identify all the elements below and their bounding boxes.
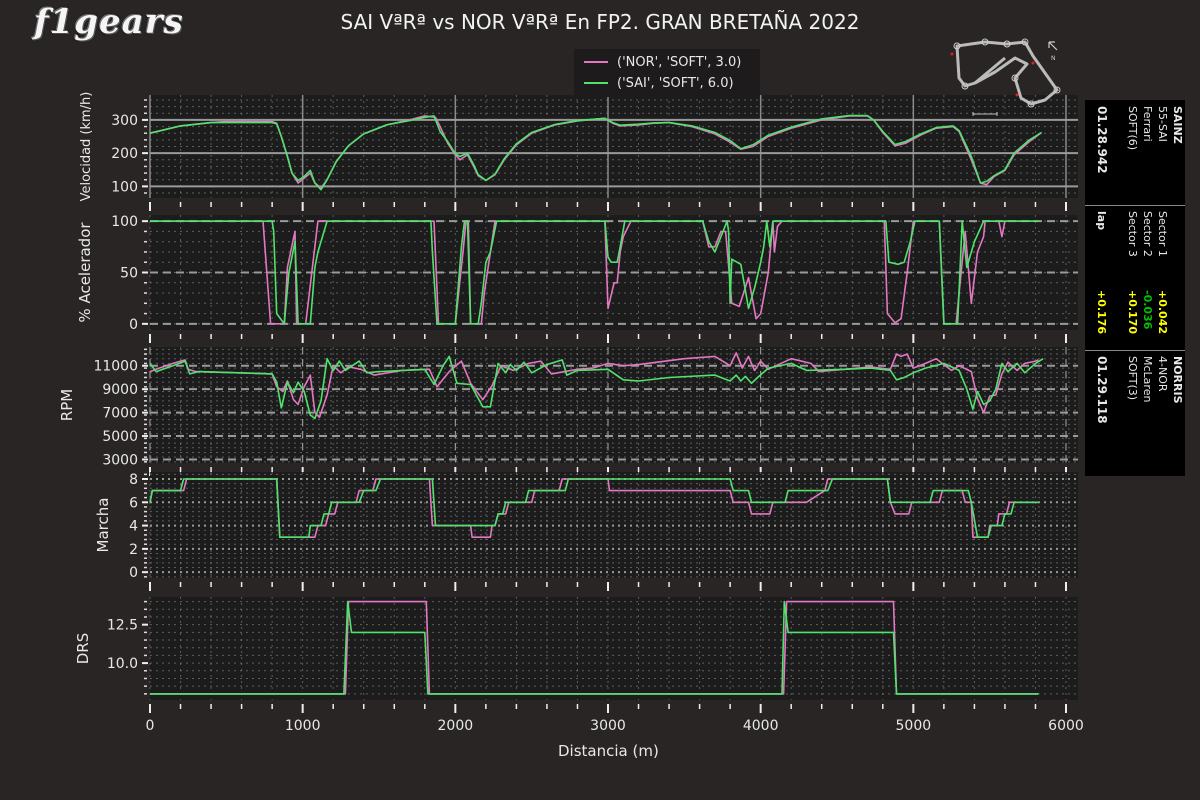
x-tick-label: 6000 [1048,718,1084,734]
north-arrow-icon [1048,41,1058,51]
svg-text:6: 6 [129,495,138,511]
rpm-panel: 3000 5000 7000 9000 11000 RPM [58,347,1078,476]
rpm-line-sai [149,355,1044,420]
svg-text:N: N [1051,55,1056,62]
lap-delta: +0.176 [1095,290,1108,335]
svg-text:200: 200 [111,146,138,162]
chart-title: SAI VªRª vs NOR VªRª En FP2. GRAN BRETAÑ… [340,10,860,34]
throttle-ylabel: % Acelerador [76,222,94,323]
svg-text:11000: 11000 [93,359,138,375]
lap-label: lap [1095,211,1108,231]
gear-line-nor [149,478,1039,539]
driver1-tyre: SOFT(6) [1126,106,1139,151]
driver2-name: NORRIS [1171,356,1184,404]
driver2-code: 4-NOR [1156,356,1169,392]
svg-text:7000: 7000 [102,406,138,422]
svg-text:12.5: 12.5 [107,618,138,634]
f1gears-logo: f1gears [34,2,205,42]
legend-swatch-green [584,82,608,84]
throttle-line-sai [150,220,1039,325]
rpm-line-nor [149,352,1039,419]
svg-text:0: 0 [129,317,138,333]
gear-line-sai [149,478,1039,539]
svg-text:100: 100 [111,214,138,230]
drs-line-sai [150,600,1039,695]
rpm-ylabel: RPM [58,389,76,421]
chart-legend: ('NOR', 'SOFT', 3.0) ('SAI', 'SOFT', 6.0… [574,49,760,97]
driver1-lap-time: 01.28.942 [1095,106,1109,174]
svg-text:2: 2 [129,542,138,558]
svg-text:300: 300 [111,113,138,129]
gear-panel: 0 2 4 6 8 Marcha [94,472,1078,591]
x-tick-label: 4000 [743,718,779,734]
driver1-name: SAINZ [1171,106,1184,144]
gear-ylabel: Marcha [94,498,112,553]
throttle-panel: 0 50 100 % Acelerador [76,214,1078,343]
svg-text:8: 8 [129,472,138,488]
x-tick-label: 3000 [590,718,626,734]
driver2-lap-time: 01.29.118 [1095,356,1109,424]
svg-text:3000: 3000 [102,452,138,468]
sector1-label: Sector 1 [1156,211,1169,257]
speed-ylabel: Velocidad (km/h) [79,92,94,202]
speed-panel: 100 200 300 Velocidad (km/h) [79,92,1078,211]
x-tick-label: 1000 [285,718,321,734]
svg-text:9000: 9000 [102,382,138,398]
divider [1085,205,1185,206]
x-tick-label: 2000 [438,718,474,734]
drs-panel: 10.0 12.5 DRS [74,597,1078,713]
sector2-delta: -0.036 [1141,290,1154,330]
drs-ylabel: DRS [74,633,92,665]
svg-text:10.0: 10.0 [107,656,138,672]
sector2-label: Sector 2 [1141,211,1154,257]
sector3-delta: +0.170 [1126,290,1139,335]
x-tick-label: 5000 [896,718,932,734]
driver1-code: 55-SAI [1156,106,1169,142]
svg-text:100: 100 [111,179,138,195]
legend-item-nor: ('NOR', 'SOFT', 3.0) [584,52,741,72]
svg-text:5000: 5000 [102,429,138,445]
x-tick-label: 0 [146,718,155,734]
svg-text:0: 0 [129,565,138,581]
x-axis-label: Distancia (m) [558,742,659,760]
legend-item-sai: ('SAI', 'SOFT', 6.0) [584,73,734,93]
track-map-icon: N [950,38,1061,116]
sector3-label: Sector 3 [1126,211,1139,257]
driver2-team: McLaren [1141,356,1154,403]
divider [1085,350,1185,351]
legend-swatch-pink [584,61,608,63]
driver2-tyre: SOFT(3) [1126,356,1139,401]
svg-text:50: 50 [120,266,138,282]
sector1-delta: +0.042 [1156,290,1169,335]
speed-line-sai [149,114,1043,191]
lap-info-panel: SAINZ 55-SAI Ferrari SOFT(6) 01.28.942 S… [1085,100,1185,476]
svg-text:4: 4 [129,519,138,535]
driver1-team: Ferrari [1141,106,1154,142]
